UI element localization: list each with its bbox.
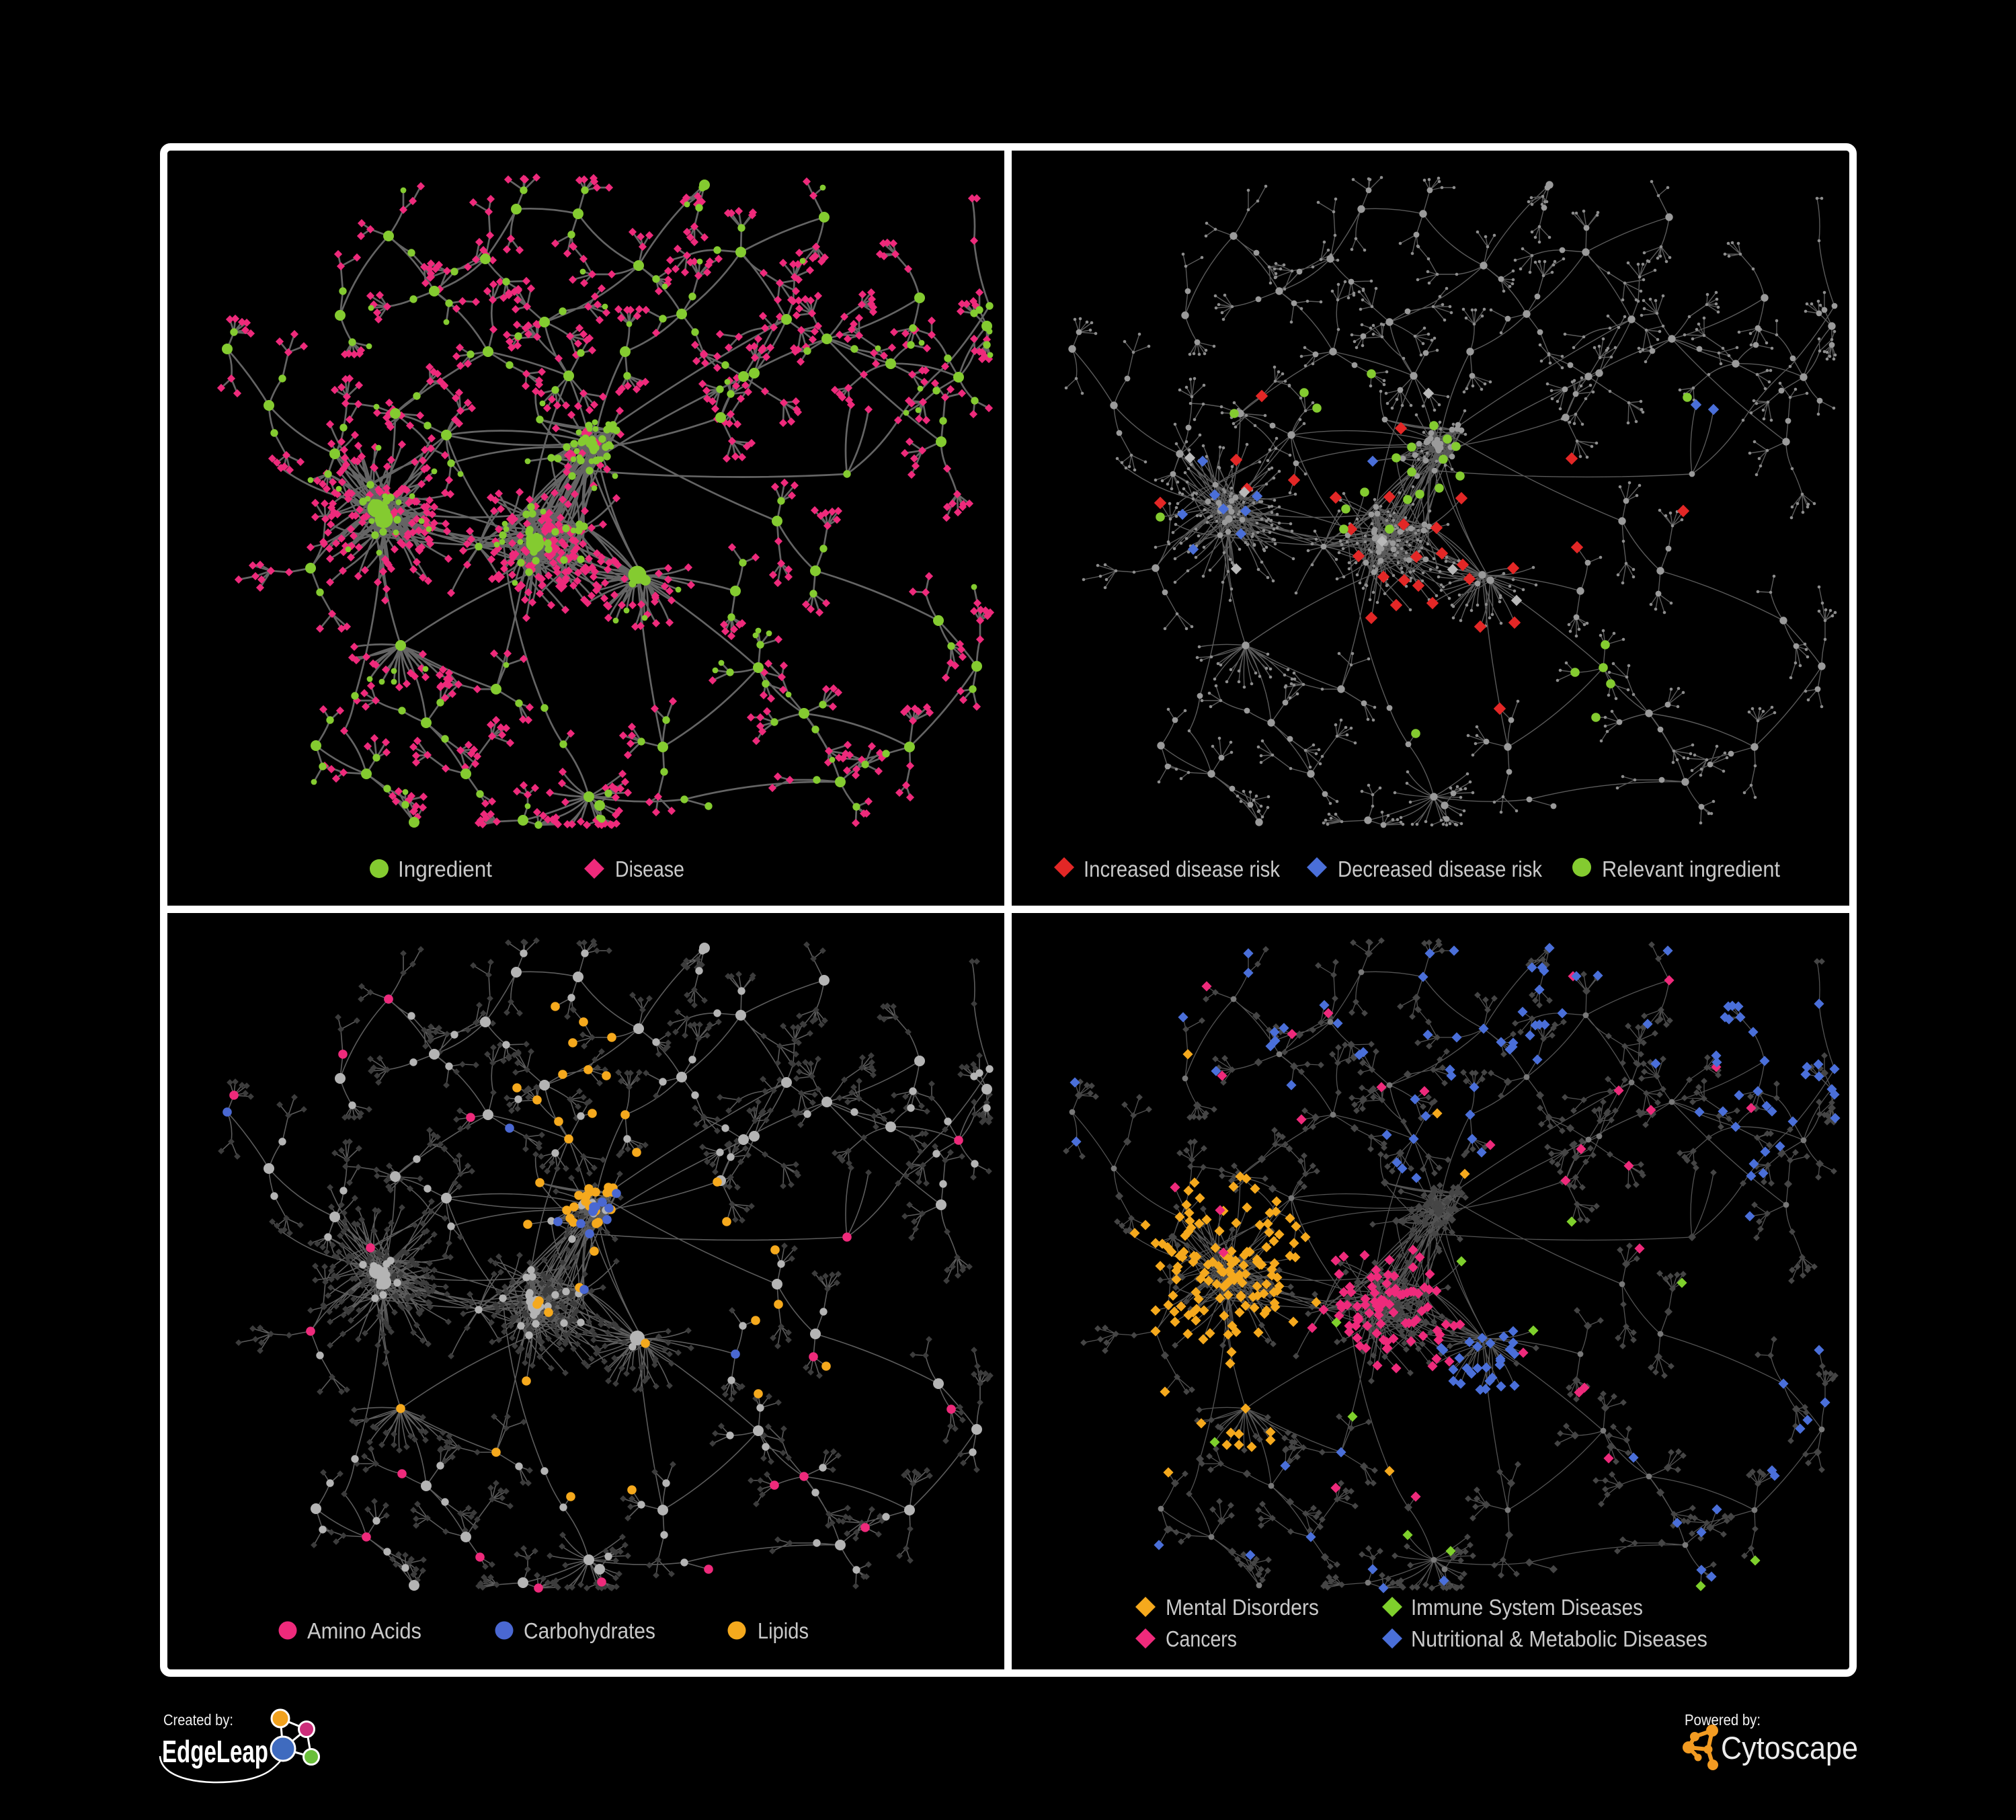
svg-text:EdgeLeap: EdgeLeap (162, 1734, 268, 1769)
svg-text:Cancers: Cancers (1166, 1626, 1237, 1651)
svg-text:Lipids: Lipids (758, 1618, 809, 1643)
svg-text:Nutritional & Metabolic Diseas: Nutritional & Metabolic Diseases (1411, 1626, 1707, 1651)
svg-text:Created by:: Created by: (163, 1711, 233, 1729)
svg-text:Powered by:: Powered by: (1685, 1711, 1761, 1729)
svg-text:Amino Acids: Amino Acids (307, 1618, 421, 1643)
svg-text:Disease: Disease (615, 857, 684, 881)
svg-text:Cytoscape: Cytoscape (1721, 1730, 1858, 1766)
svg-text:Relevant ingredient: Relevant ingredient (1602, 857, 1780, 881)
svg-text:Decreased disease risk: Decreased disease risk (1338, 857, 1542, 881)
svg-text:Increased disease risk: Increased disease risk (1084, 857, 1280, 881)
svg-text:Ingredient: Ingredient (398, 857, 492, 881)
svg-text:Immune System Diseases: Immune System Diseases (1411, 1595, 1643, 1620)
svg-text:Mental Disorders: Mental Disorders (1166, 1595, 1319, 1620)
svg-text:Carbohydrates: Carbohydrates (524, 1618, 655, 1643)
